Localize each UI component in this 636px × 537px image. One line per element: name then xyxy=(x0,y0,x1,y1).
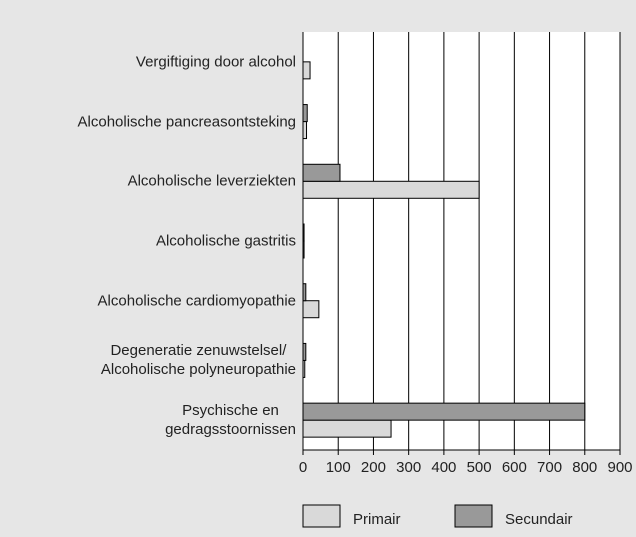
bar xyxy=(302,121,308,140)
legend-swatch xyxy=(454,504,493,528)
bar xyxy=(302,61,311,80)
x-tick-label: 400 xyxy=(431,459,456,476)
legend-swatch xyxy=(302,504,341,528)
bar xyxy=(302,419,392,438)
bar xyxy=(302,300,320,319)
y-tick-label: Alcoholische leverziekten xyxy=(127,172,296,190)
plot-area xyxy=(303,32,620,450)
bar xyxy=(302,163,341,182)
y-tick-label: Alcoholische cardiomyopathie xyxy=(97,292,296,310)
y-tick-label: Alcoholische gastritis xyxy=(155,232,296,250)
x-tick-label: 500 xyxy=(467,459,492,476)
y-tick-label: Alcoholische pancreasontsteking xyxy=(77,113,296,131)
legend-label: Secundair xyxy=(505,511,573,528)
x-tick-label: 200 xyxy=(361,459,386,476)
y-tick-label: Vergiftiging door alcohol xyxy=(135,53,296,71)
x-tick-label: 700 xyxy=(537,459,562,476)
x-tick-label: 100 xyxy=(326,459,351,476)
bar xyxy=(302,104,308,123)
x-tick-label: 600 xyxy=(502,459,527,476)
legend-label: Primair xyxy=(353,511,401,528)
x-tick-label: 300 xyxy=(396,459,421,476)
x-tick-label: 900 xyxy=(607,459,632,476)
y-tick-label: Psychische en gedragsstoornissen xyxy=(165,402,296,439)
y-tick-label: Degeneratie zenuwstelsel/ Alcoholische p… xyxy=(100,342,296,379)
bar xyxy=(302,180,480,199)
x-tick-label: 800 xyxy=(572,459,597,476)
bar xyxy=(302,402,586,421)
x-tick-label: 0 xyxy=(299,459,307,476)
